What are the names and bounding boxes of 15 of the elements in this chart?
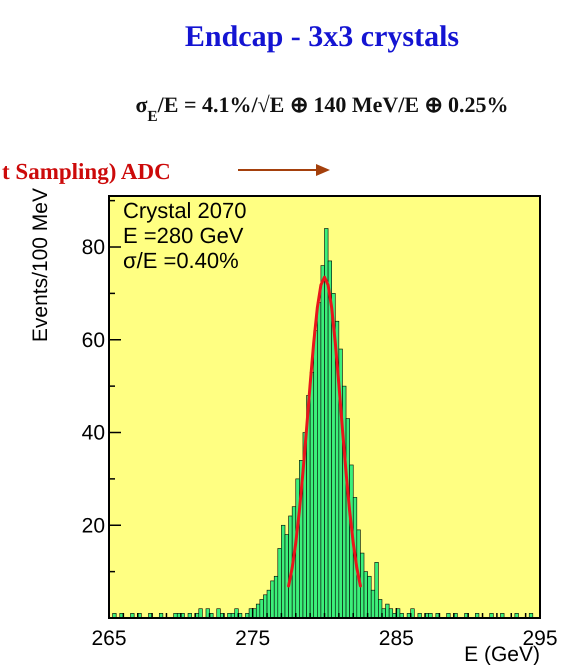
chart-title: Endcap - 3x3 crystals [184, 20, 460, 53]
y-tick-label: 20 [82, 514, 105, 538]
annotation: Crystal 2070 [123, 198, 247, 223]
chart-subtitle: σ$_{E}$/E = 4.1%/√E ⊕ 140 MeV/E ⊕ 0.25% [135, 92, 509, 124]
y-axis-title: Events/100 MeV [29, 188, 52, 342]
y-tick-label: 60 [82, 328, 105, 352]
annotation: E =280 GeV [123, 223, 244, 248]
x-tick-label: 265 [91, 627, 127, 650]
text: t Sampling) ADC [2, 159, 171, 185]
x-tick-label: 275 [235, 627, 270, 650]
x-tick-label: 285 [378, 627, 414, 650]
y-tick-label: 40 [82, 422, 105, 445]
y-tick-label: 80 [82, 236, 105, 260]
line-series [287, 276, 362, 588]
annotation: σ/E =0.40% [123, 248, 239, 273]
